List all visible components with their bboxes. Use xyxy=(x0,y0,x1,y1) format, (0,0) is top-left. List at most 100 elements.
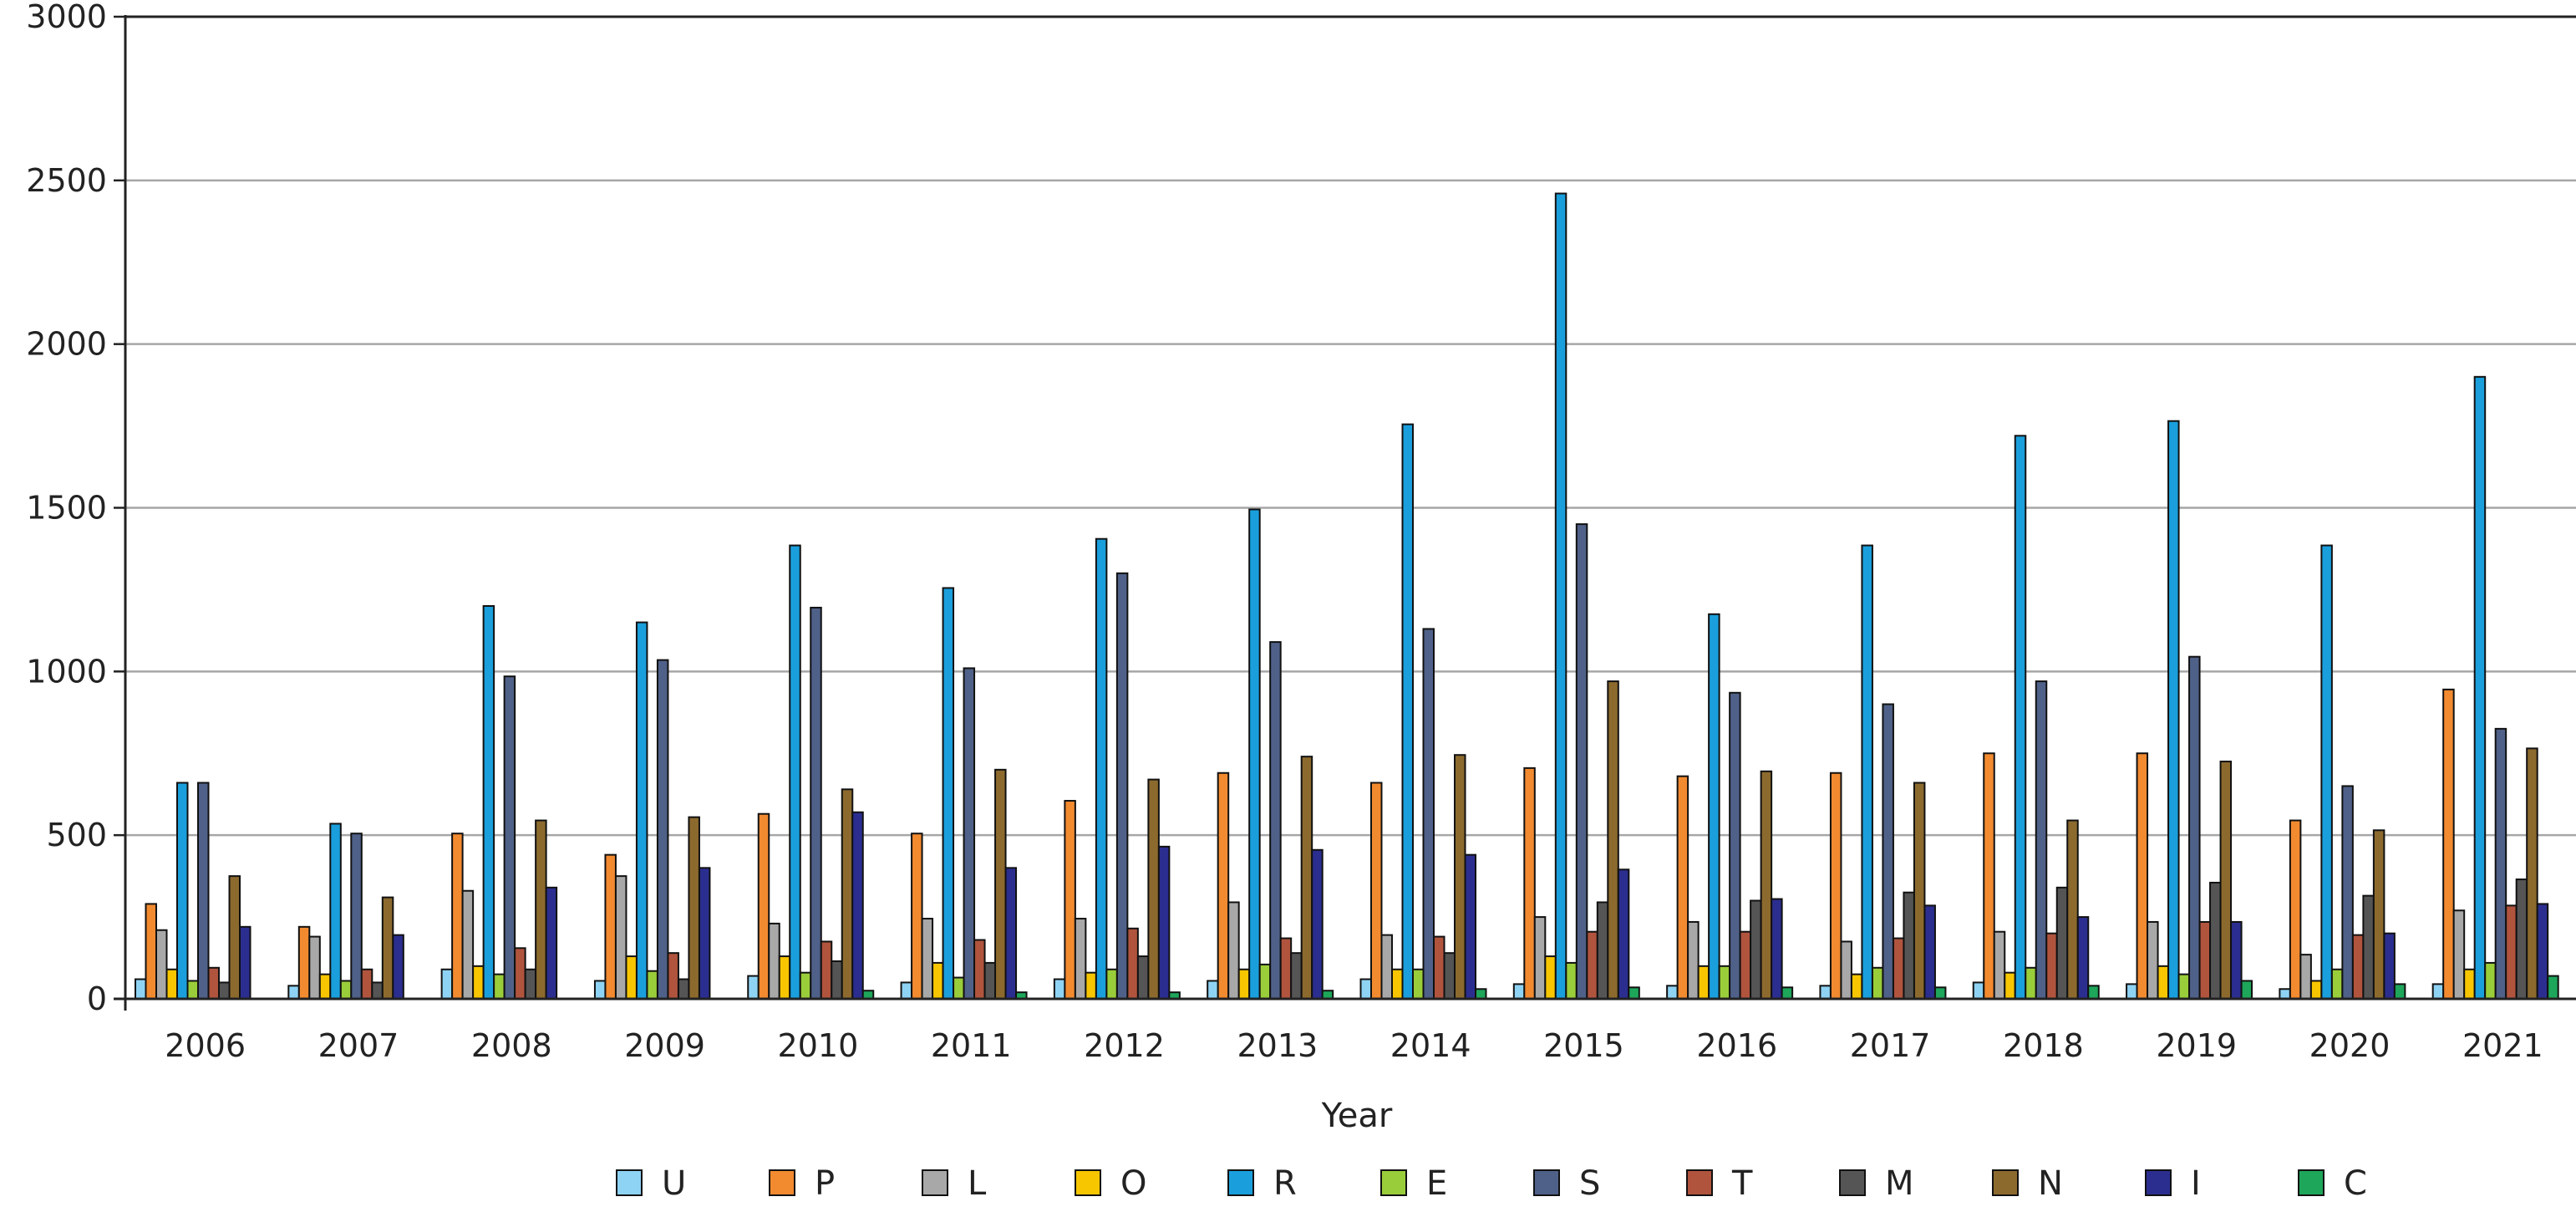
y-tick-label: 3000 xyxy=(26,0,107,35)
legend-label-E: E xyxy=(1426,1164,1447,1203)
y-tick-label: 2500 xyxy=(26,162,107,199)
axes xyxy=(114,15,2576,1011)
bar-U-2021 xyxy=(2431,983,2445,1000)
bar-P-2011 xyxy=(911,833,923,1000)
bar-E-2010 xyxy=(799,971,812,1000)
bar-E-2008 xyxy=(493,973,506,1000)
legend-swatch-S xyxy=(1533,1169,1560,1196)
bar-M-2013 xyxy=(1290,952,1303,1000)
bar-R-2013 xyxy=(1248,508,1261,1000)
x-tick-labels: 2006 2007 2008 2009 2010 2011 2012 2013 2014 2015… xyxy=(165,1027,2543,1064)
bar-R-2011 xyxy=(942,587,955,1000)
bar-L-2010 xyxy=(768,922,780,1000)
bar-S-2014 xyxy=(1422,628,1435,1001)
bar-L-2016 xyxy=(1687,920,1700,1001)
legend-swatch-T xyxy=(1686,1169,1713,1196)
y-tick-label: 500 xyxy=(46,817,107,853)
bar-T-2018 xyxy=(2045,932,2058,1000)
bar-R-2007 xyxy=(329,822,342,1000)
bar-P-2021 xyxy=(2442,688,2455,1000)
x-tick-label: 2006 xyxy=(165,1027,246,1064)
bar-I-2006 xyxy=(239,925,252,1001)
bar-O-2020 xyxy=(2309,980,2323,1001)
bar-U-2020 xyxy=(2279,988,2291,1000)
bar-T-2019 xyxy=(2198,920,2212,1001)
bar-N-2015 xyxy=(1607,680,1619,1000)
bar-I-2012 xyxy=(1157,845,1171,1000)
bar-R-2006 xyxy=(176,782,189,1000)
x-tick-label: 2010 xyxy=(778,1027,859,1064)
x-tick-label: 2014 xyxy=(1390,1027,1471,1064)
bar-N-2013 xyxy=(1300,756,1313,1001)
bar-T-2020 xyxy=(2351,934,2365,1000)
bar-C-2018 xyxy=(2087,985,2100,1001)
bar-T-2007 xyxy=(360,968,373,1000)
bars xyxy=(135,192,2559,1001)
bar-O-2007 xyxy=(318,973,332,1000)
bar-T-2021 xyxy=(2505,904,2518,1000)
bar-M-2006 xyxy=(218,981,231,1000)
bar-C-2015 xyxy=(1628,986,1640,1000)
x-axis-title: Year xyxy=(1321,1097,1393,1135)
bar-L-2007 xyxy=(308,935,321,1001)
bar-O-2019 xyxy=(2157,965,2170,1001)
legend-swatch-M xyxy=(1839,1169,1866,1196)
bar-P-2010 xyxy=(757,812,770,1000)
bar-S-2018 xyxy=(2035,680,2048,1000)
bar-N-2018 xyxy=(2066,819,2079,1001)
bar-E-2009 xyxy=(646,970,658,1001)
bar-L-2012 xyxy=(1074,918,1087,1000)
bar-R-2016 xyxy=(1708,613,1720,1001)
bar-T-2016 xyxy=(1739,930,1752,1001)
bar-I-2020 xyxy=(2383,932,2396,1000)
bar-U-2007 xyxy=(287,985,300,1001)
bar-P-2018 xyxy=(1983,752,1995,1000)
bar-L-2015 xyxy=(1533,916,1547,1001)
bar-P-2014 xyxy=(1370,782,1383,1000)
bar-P-2009 xyxy=(604,853,617,1001)
bar-R-2021 xyxy=(2473,375,2487,1001)
legend-label-U: U xyxy=(662,1164,686,1203)
bar-N-2014 xyxy=(1454,754,1466,1000)
legend-swatch-P xyxy=(769,1169,795,1196)
bar-I-2013 xyxy=(1311,848,1324,1001)
bar-M-2009 xyxy=(677,978,690,1000)
legend-label-P: P xyxy=(815,1164,835,1203)
bar-O-2018 xyxy=(2004,971,2016,1000)
bar-I-2019 xyxy=(2230,920,2243,1001)
bar-E-2015 xyxy=(1565,961,1578,1000)
bar-I-2008 xyxy=(545,886,558,1001)
bar-P-2020 xyxy=(2289,819,2302,1001)
bar-S-2015 xyxy=(1575,523,1588,1000)
bar-M-2018 xyxy=(2055,886,2069,1001)
bar-N-2017 xyxy=(1913,782,1926,1000)
bar-I-2011 xyxy=(1004,867,1018,1001)
bar-T-2011 xyxy=(973,939,986,1000)
bar-E-2006 xyxy=(186,980,199,1001)
bar-I-2009 xyxy=(698,867,711,1001)
bar-E-2021 xyxy=(2484,961,2497,1000)
x-tick-label: 2013 xyxy=(1237,1027,1318,1064)
bar-O-2009 xyxy=(625,955,638,1001)
bar-R-2014 xyxy=(1401,423,1414,1000)
bar-S-2008 xyxy=(503,675,516,1000)
bar-T-2014 xyxy=(1433,935,1446,1001)
x-tick-label: 2017 xyxy=(1850,1027,1931,1064)
bar-U-2019 xyxy=(2126,983,2138,1000)
x-tick-label: 2011 xyxy=(931,1027,1012,1064)
bar-N-2012 xyxy=(1147,778,1160,1000)
bar-I-2015 xyxy=(1617,868,1630,1000)
x-tick-label: 2008 xyxy=(471,1027,552,1064)
legend-swatch-N xyxy=(1992,1169,2019,1196)
bar-S-2006 xyxy=(197,782,210,1000)
bar-U-2015 xyxy=(1512,983,1526,1000)
x-tick-label: 2021 xyxy=(2462,1027,2543,1064)
bar-C-2019 xyxy=(2240,980,2253,1001)
bar-M-2016 xyxy=(1750,899,1762,1000)
bar-M-2014 xyxy=(1443,952,1456,1000)
bar-E-2014 xyxy=(1412,968,1425,1000)
bar-U-2009 xyxy=(593,980,607,1001)
bar-O-2013 xyxy=(1237,968,1251,1000)
